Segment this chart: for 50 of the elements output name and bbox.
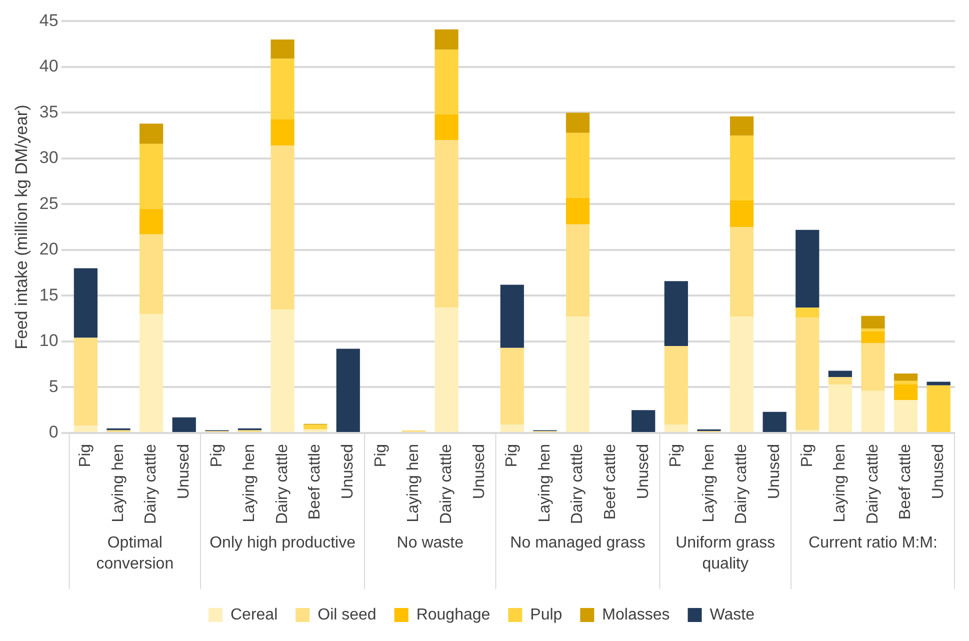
y-tick-label: 5 (48, 376, 58, 396)
x-tick-label: Laying hen (405, 444, 422, 522)
legend-label: Waste (710, 606, 755, 624)
x-tick-label: Pig (372, 444, 390, 468)
y-tick-label: 35 (39, 102, 58, 122)
y-tick-label: 15 (39, 285, 58, 304)
y-tick-label: 40 (39, 56, 58, 76)
text: Only high productive (210, 534, 356, 552)
y-tick-label: 30 (39, 148, 58, 168)
x-tick-label: Dairy cattle (274, 444, 291, 524)
x-tick-label: Unused (930, 444, 948, 500)
y-tick-label: 25 (39, 194, 58, 213)
text: No managed grass (510, 534, 646, 552)
x-tick-label: Laying hen (110, 444, 127, 522)
x-tick-label: Pig (798, 444, 816, 468)
x-tick-label: Pig (668, 444, 685, 468)
x-tick-label: Laying hen (832, 444, 849, 522)
x-tick-label: Unused (634, 444, 652, 500)
x-tick-label: Unused (470, 444, 488, 500)
x-tick-label: Dairy cattle (733, 444, 750, 524)
legend-label: Roughage (416, 606, 490, 624)
x-tick-label: Laying hen (700, 444, 718, 522)
text: Current ratio M:M: (808, 534, 938, 552)
y-tick-label: 20 (39, 240, 58, 259)
y-axis-title: Feed intake (million kg DM/year) (12, 104, 31, 350)
x-tick-label: Beef cattle (602, 444, 619, 520)
legend-label: Oil seed (318, 606, 376, 624)
y-tick-label: 0 (48, 422, 58, 442)
x-tick-label: Dairy cattle (569, 444, 586, 524)
legend-label: Cereal (230, 606, 278, 624)
text: Optimal conversion (96, 534, 174, 572)
x-tick-label: Unused (766, 444, 783, 500)
x-tick-label: Pig (208, 444, 226, 468)
x-tick-label: Laying hen (536, 444, 554, 522)
x-tick-label: Unused (176, 444, 193, 500)
text: No waste (396, 534, 464, 552)
x-tick-label: Unused (340, 444, 357, 500)
y-tick-label: 45 (39, 10, 58, 30)
legend-label: Pulp (530, 606, 562, 624)
x-tick-label: Beef cattle (306, 444, 324, 520)
legend-label: Molasses (602, 606, 670, 624)
text: Uniform grass quality (676, 534, 776, 572)
x-tick-label: Dairy cattle (864, 444, 882, 524)
y-tick-label: 10 (39, 331, 58, 350)
x-tick-label: Dairy cattle (142, 444, 160, 524)
x-tick-label: Beef cattle (897, 444, 914, 520)
x-tick-label: Pig (77, 444, 94, 468)
x-tick-label: Pig (504, 444, 521, 468)
x-tick-label: Laying hen (241, 444, 258, 522)
x-tick-label: Dairy cattle (438, 444, 455, 524)
